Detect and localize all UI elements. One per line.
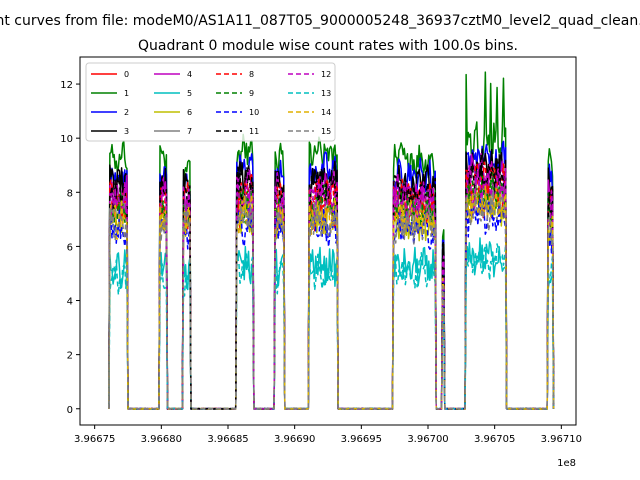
y-tick-label: 8 xyxy=(67,188,73,199)
legend-label-8: 8 xyxy=(249,70,254,79)
figure-suptitle: Light curves from file: modeM0/AS1A11_08… xyxy=(0,13,640,29)
legend-box xyxy=(85,62,336,142)
legend-label-14: 14 xyxy=(321,108,331,117)
legend-label-5: 5 xyxy=(187,89,192,98)
x-tick-label: 3.96675 xyxy=(74,434,115,445)
legend-label-1: 1 xyxy=(124,89,129,98)
legend-label-4: 4 xyxy=(187,70,192,79)
x-tick-label: 3.96705 xyxy=(474,434,515,445)
y-tick-label: 10 xyxy=(60,134,73,145)
legend-label-7: 7 xyxy=(187,127,192,136)
y-tick-label: 12 xyxy=(60,80,73,91)
axes-frame xyxy=(79,56,577,426)
legend-label-12: 12 xyxy=(321,70,331,79)
x-offset-label: 1e8 xyxy=(557,458,576,469)
y-tick-label: 0 xyxy=(67,405,73,416)
y-tick-label: 2 xyxy=(67,351,73,362)
legend-label-9: 9 xyxy=(249,89,254,98)
series-group xyxy=(108,71,555,410)
legend-label-11: 11 xyxy=(249,127,259,136)
series-line-12 xyxy=(108,164,555,410)
legend-label-13: 13 xyxy=(321,89,331,98)
x-tick-label: 3.96690 xyxy=(274,434,315,445)
x-tick-label: 3.96680 xyxy=(141,434,182,445)
legend-label-15: 15 xyxy=(321,127,331,136)
legend-label-3: 3 xyxy=(124,127,129,136)
chart-title: Quadrant 0 module wise count rates with … xyxy=(138,38,518,54)
legend-label-6: 6 xyxy=(187,108,192,117)
x-tick-label: 3.96700 xyxy=(407,434,448,445)
legend-label-0: 0 xyxy=(124,70,129,79)
x-tick-label: 3.96685 xyxy=(207,434,248,445)
x-tick-label: 3.96695 xyxy=(341,434,382,445)
x-tick-label: 3.96710 xyxy=(541,434,582,445)
y-tick-label: 4 xyxy=(67,297,73,308)
legend-label-2: 2 xyxy=(124,108,129,117)
plot-area: 3.96675 3.96680 3.96685 3.96690 3.96695 3.967… xyxy=(60,56,582,445)
y-tick-label: 6 xyxy=(67,242,73,253)
legend-label-10: 10 xyxy=(249,108,259,117)
series-line-15 xyxy=(108,190,555,410)
